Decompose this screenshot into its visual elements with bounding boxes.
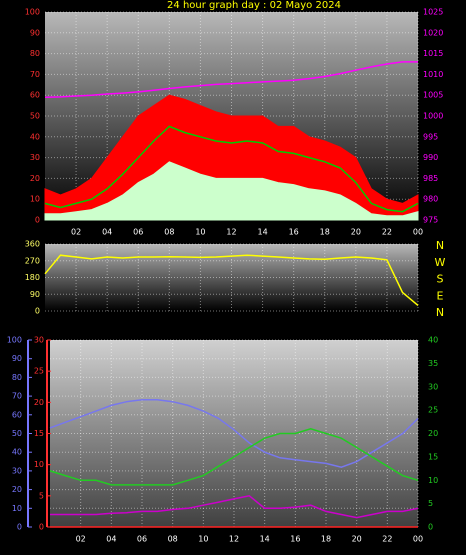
series-line bbox=[44, 61, 418, 99]
x-tick-label: 20 bbox=[352, 535, 362, 544]
y-tick-label: 50 bbox=[30, 112, 40, 121]
y-tick-label: 35 bbox=[428, 359, 438, 368]
y-tick-label: 30 bbox=[12, 466, 22, 475]
y-tick-label: 30 bbox=[428, 382, 438, 391]
direction-label: N bbox=[436, 306, 444, 319]
y-tick-label: 0 bbox=[17, 523, 22, 532]
y-tick-label: 40 bbox=[12, 448, 22, 457]
y-tick-label: 1005 bbox=[423, 91, 443, 100]
series-line bbox=[44, 125, 419, 213]
y-tick-label: 40 bbox=[428, 336, 438, 345]
direction-label: E bbox=[437, 289, 444, 302]
y-tick-label: 975 bbox=[423, 216, 438, 225]
x-tick-label: 10 bbox=[195, 228, 205, 237]
y-tick-label: 15 bbox=[428, 452, 438, 461]
series-line bbox=[49, 428, 419, 486]
x-tick-label: 08 bbox=[168, 535, 178, 544]
y-tick-label: 0 bbox=[35, 216, 40, 225]
x-tick-label: 00 bbox=[413, 535, 423, 544]
y-tick-label: 0 bbox=[428, 523, 433, 532]
x-tick-label: 02 bbox=[76, 535, 86, 544]
y-tick-label: 30 bbox=[30, 153, 40, 162]
x-tick-label: 20 bbox=[351, 228, 361, 237]
plot-area bbox=[50, 340, 418, 527]
x-tick-label: 08 bbox=[164, 228, 174, 237]
y-tick-label: 270 bbox=[25, 256, 40, 265]
y-tick-label: 25 bbox=[34, 367, 44, 376]
series-line bbox=[50, 494, 419, 519]
y-tick-label: 985 bbox=[423, 174, 438, 183]
x-tick-label: 22 bbox=[382, 535, 392, 544]
y-tick-label: 100 bbox=[7, 336, 22, 345]
x-tick-label: 16 bbox=[289, 228, 299, 237]
y-tick-label: 30 bbox=[34, 336, 44, 345]
y-tick-label: 180 bbox=[25, 273, 40, 282]
direction-label: N bbox=[436, 239, 444, 252]
y-tick-label: 10 bbox=[428, 476, 438, 485]
y-tick-label: 80 bbox=[12, 373, 22, 382]
y-tick-label: 360 bbox=[25, 240, 40, 249]
x-tick-label: 10 bbox=[198, 535, 208, 544]
y-tick-label: 0 bbox=[39, 523, 44, 532]
y-tick-label: 1020 bbox=[423, 28, 443, 37]
y-tick-label: 10 bbox=[12, 504, 22, 513]
y-tick-label: 995 bbox=[423, 132, 438, 141]
x-tick-label: 18 bbox=[320, 228, 330, 237]
y-tick-label: 1000 bbox=[423, 112, 443, 121]
direction-label: S bbox=[437, 273, 444, 286]
x-tick-label: 12 bbox=[229, 535, 239, 544]
x-tick-label: 16 bbox=[290, 535, 300, 544]
y-tick-label: 10 bbox=[30, 195, 40, 204]
y-tick-label: 20 bbox=[30, 174, 40, 183]
x-tick-label: 06 bbox=[133, 228, 143, 237]
y-tick-label: 20 bbox=[34, 398, 44, 407]
y-tick-label: 20 bbox=[428, 429, 438, 438]
y-tick-label: 50 bbox=[12, 429, 22, 438]
x-tick-label: 12 bbox=[226, 228, 236, 237]
x-tick-label: 06 bbox=[137, 535, 147, 544]
y-tick-label: 40 bbox=[30, 132, 40, 141]
y-tick-label: 25 bbox=[428, 406, 438, 415]
y-tick-label: 20 bbox=[12, 485, 22, 494]
direction-label: W bbox=[435, 256, 446, 269]
x-tick-label: 14 bbox=[260, 535, 270, 544]
y-tick-label: 5 bbox=[39, 491, 44, 500]
y-tick-label: 70 bbox=[30, 70, 40, 79]
x-tick-label: 04 bbox=[102, 228, 112, 237]
y-tick-label: 90 bbox=[30, 290, 40, 299]
chart-title: 24 hour graph day : 02 Mayo 2024 bbox=[167, 0, 341, 11]
y-tick-label: 60 bbox=[12, 410, 22, 419]
y-tick-label: 90 bbox=[12, 354, 22, 363]
y-tick-label: 15 bbox=[34, 429, 44, 438]
series-line bbox=[49, 399, 419, 468]
x-tick-label: 18 bbox=[321, 535, 331, 544]
y-tick-label: 990 bbox=[423, 153, 438, 162]
x-tick-label: 04 bbox=[106, 535, 116, 544]
x-tick-label: 22 bbox=[382, 228, 392, 237]
x-tick-label: 02 bbox=[71, 228, 81, 237]
y-tick-label: 80 bbox=[30, 49, 40, 58]
x-tick-label: 00 bbox=[413, 228, 423, 237]
x-tick-label: 14 bbox=[257, 228, 267, 237]
y-tick-label: 0 bbox=[35, 307, 40, 316]
y-tick-label: 5 bbox=[428, 499, 433, 508]
y-tick-label: 980 bbox=[423, 195, 438, 204]
plot-area bbox=[45, 244, 418, 311]
series-line bbox=[44, 254, 419, 306]
y-tick-label: 70 bbox=[12, 392, 22, 401]
y-tick-label: 1025 bbox=[423, 8, 443, 17]
y-tick-label: 1010 bbox=[423, 70, 443, 79]
y-tick-label: 90 bbox=[30, 28, 40, 37]
series-area bbox=[44, 161, 419, 221]
y-tick-label: 10 bbox=[34, 460, 44, 469]
y-tick-label: 60 bbox=[30, 91, 40, 100]
y-tick-label: 1015 bbox=[423, 49, 443, 58]
y-tick-label: 100 bbox=[25, 8, 40, 17]
